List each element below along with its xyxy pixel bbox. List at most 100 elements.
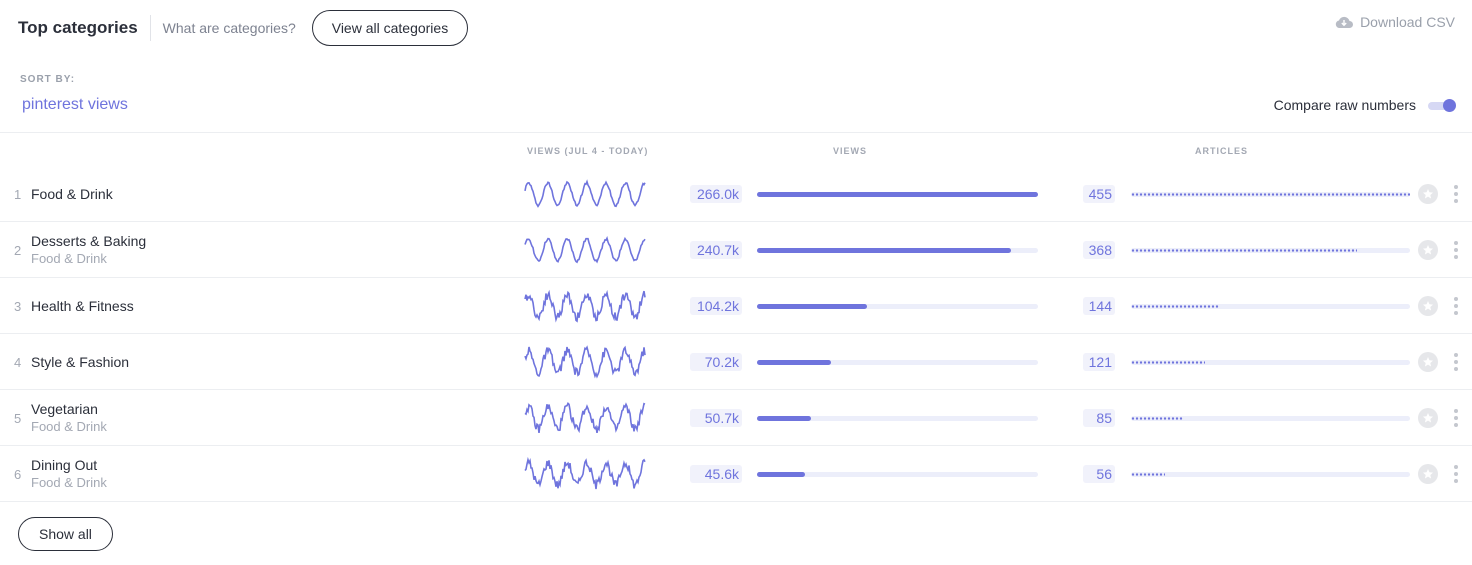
views-bar-fill	[757, 360, 832, 365]
sparkline-path	[524, 235, 646, 264]
category-name-link[interactable]: Style & Fashion	[31, 353, 130, 370]
table-row[interactable]: 1 Food & Drink 266.0k 455	[0, 166, 1472, 222]
favorite-star-button[interactable]	[1418, 352, 1438, 372]
star-icon	[1423, 301, 1433, 311]
download-csv-label: Download CSV	[1360, 14, 1455, 30]
category-table: 1 Food & Drink 266.0k 455 2 Desserts & Baking…	[0, 166, 1472, 502]
views-trend-sparkline	[524, 235, 646, 264]
articles-bar-fill	[1131, 361, 1206, 364]
articles-value: 455	[1083, 185, 1115, 203]
views-bar	[757, 472, 1038, 477]
column-header-articles: ARTICLES	[1195, 146, 1248, 156]
views-bar-fill	[757, 304, 868, 309]
views-value: 45.6k	[690, 465, 742, 483]
views-value: 70.2k	[690, 353, 742, 371]
more-vertical-icon[interactable]	[1450, 407, 1462, 429]
views-value: 50.7k	[690, 409, 742, 427]
more-vertical-icon[interactable]	[1450, 239, 1462, 261]
star-icon	[1423, 189, 1433, 199]
views-trend-sparkline	[524, 345, 646, 379]
views-value: 104.2k	[690, 297, 742, 315]
star-icon	[1423, 469, 1433, 479]
more-vertical-icon[interactable]	[1450, 183, 1462, 205]
category-name-link[interactable]: Health & Fitness	[31, 297, 134, 314]
table-row[interactable]: 6 Dining Out Food & Drink 45.6k 56	[0, 446, 1472, 502]
star-icon	[1423, 357, 1433, 367]
category-name-link[interactable]: Desserts & Baking	[31, 233, 147, 249]
sparkline-path	[524, 402, 646, 434]
sparkline-path	[524, 345, 646, 379]
favorite-star-button[interactable]	[1418, 296, 1438, 316]
column-header-views: VIEWS	[833, 146, 868, 156]
table-row[interactable]: 4 Style & Fashion 70.2k 121	[0, 334, 1472, 390]
views-bar	[757, 360, 1038, 365]
articles-bar-fill	[1131, 193, 1410, 196]
row-rank: 1	[14, 187, 22, 202]
category-parent: Food & Drink	[31, 251, 107, 266]
table-row[interactable]: 2 Desserts & Baking Food & Drink 240.7k 368	[0, 222, 1472, 278]
category-name-link[interactable]: Dining Out	[31, 457, 98, 473]
star-icon	[1423, 413, 1433, 423]
row-rank: 6	[14, 467, 22, 482]
more-vertical-icon[interactable]	[1450, 351, 1462, 373]
category-name-link[interactable]: Food & Drink	[31, 185, 113, 202]
articles-bar	[1131, 248, 1410, 253]
articles-bar-fill	[1131, 305, 1220, 308]
page-title: Top categories	[18, 18, 138, 37]
header: Top categories What are categories? View…	[18, 10, 469, 46]
articles-value: 85	[1083, 409, 1115, 427]
views-bar	[757, 416, 1038, 421]
articles-bar-fill	[1131, 473, 1166, 476]
view-all-categories-button[interactable]: View all categories	[311, 10, 469, 46]
compare-raw-numbers-label: Compare raw numbers	[1273, 97, 1416, 113]
category-name-block: Dining Out Food & Drink	[31, 446, 107, 501]
favorite-star-button[interactable]	[1418, 184, 1438, 204]
articles-bar	[1131, 360, 1410, 365]
articles-bar	[1131, 472, 1410, 477]
articles-value: 368	[1083, 241, 1115, 259]
views-bar-fill	[757, 416, 811, 421]
download-csv-button[interactable]: Download CSV	[1334, 14, 1455, 30]
category-name-block: Food & Drink	[31, 166, 113, 221]
articles-value: 121	[1083, 353, 1115, 371]
compare-raw-numbers-toggle[interactable]	[1428, 97, 1456, 113]
sparkline-path	[524, 179, 646, 208]
sort-by-label: SORT BY:	[20, 74, 76, 85]
articles-bar-fill	[1131, 417, 1184, 420]
help-link[interactable]: What are categories?	[162, 20, 296, 36]
row-rank: 4	[14, 355, 22, 370]
views-trend-sparkline	[524, 402, 646, 434]
toggle-track	[1428, 102, 1454, 110]
views-trend-sparkline	[524, 289, 646, 323]
favorite-star-button[interactable]	[1418, 240, 1438, 260]
category-parent: Food & Drink	[31, 475, 107, 490]
row-rank: 2	[14, 243, 22, 258]
show-all-button[interactable]: Show all	[18, 517, 113, 551]
favorite-star-button[interactable]	[1418, 464, 1438, 484]
more-vertical-icon[interactable]	[1450, 463, 1462, 485]
table-row[interactable]: 5 Vegetarian Food & Drink 50.7k 85	[0, 390, 1472, 446]
column-header-trend: VIEWS (JUL 4 - TODAY)	[527, 146, 649, 156]
compare-raw-numbers: Compare raw numbers	[1274, 97, 1456, 113]
views-bar	[757, 192, 1038, 197]
category-name-link[interactable]: Vegetarian	[31, 401, 98, 417]
table-row[interactable]: 3 Health & Fitness 104.2k 144	[0, 278, 1472, 334]
table-divider	[0, 132, 1472, 133]
views-bar-fill	[757, 472, 806, 477]
more-vertical-icon[interactable]	[1450, 295, 1462, 317]
sparkline-path	[524, 289, 646, 323]
favorite-star-button[interactable]	[1418, 408, 1438, 428]
category-name-block: Vegetarian Food & Drink	[31, 390, 107, 445]
articles-bar	[1131, 304, 1410, 309]
articles-bar	[1131, 192, 1410, 197]
cloud-download-icon	[1335, 16, 1354, 28]
views-bar-fill	[757, 192, 1038, 197]
category-name-block: Style & Fashion	[31, 334, 129, 389]
category-parent: Food & Drink	[31, 419, 107, 434]
star-icon	[1423, 245, 1433, 255]
articles-bar-fill	[1131, 249, 1357, 252]
toggle-knob	[1443, 99, 1456, 112]
sort-by-dropdown[interactable]: pinterest views	[22, 96, 128, 113]
views-bar	[757, 248, 1038, 253]
row-rank: 5	[14, 411, 22, 426]
